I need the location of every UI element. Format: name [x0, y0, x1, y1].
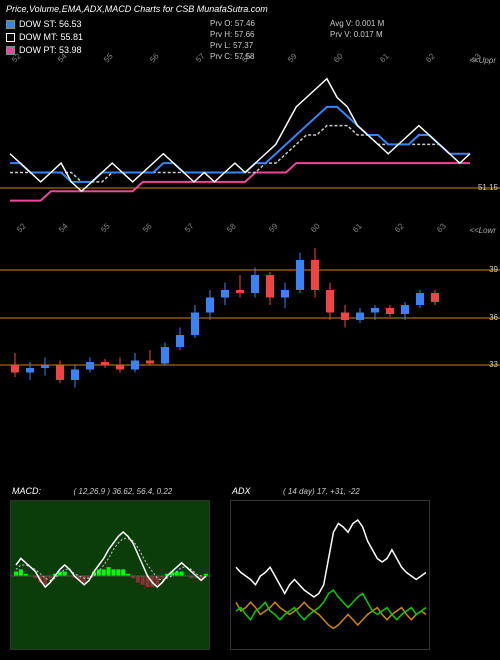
legend-label: DOW MT: 55.81	[19, 31, 83, 44]
prv-vol: Prv V: 0.017 M	[330, 29, 384, 40]
macd-label: MACD: ( 12,26,9 ) 36.62, 56.4, 0.22	[12, 486, 172, 496]
legend-item-st: DOW ST: 56.53	[6, 18, 83, 31]
chart-title: Price,Volume,EMA,ADX,MACD Charts for CSB…	[6, 4, 268, 14]
adx-label: ADX ( 14 day) 17, +31, -22	[232, 486, 360, 496]
macd-panel	[10, 500, 210, 650]
avg-vol: Avg V: 0.001 M	[330, 18, 384, 29]
legend: DOW ST: 56.53 DOW MT: 55.81 DOW PT: 53.9…	[6, 18, 83, 57]
lower-panel: <<Lowr3936335254555657585960616263	[0, 230, 500, 410]
legend-label: DOW PT: 53.98	[19, 44, 82, 57]
prv-open: Prv O: 57.46	[210, 18, 255, 29]
volume-info: Avg V: 0.001 M Prv V: 0.017 M	[330, 18, 384, 40]
upper-panel: <<Uppr51.155254555657585960616263	[0, 60, 500, 210]
legend-label: DOW ST: 56.53	[19, 18, 82, 31]
prv-high: Prv H: 57.66	[210, 29, 255, 40]
swatch-st	[6, 20, 15, 29]
adx-panel	[230, 500, 430, 650]
swatch-mt	[6, 33, 15, 42]
legend-item-mt: DOW MT: 55.81	[6, 31, 83, 44]
prv-low: Prv L: 57.37	[210, 40, 255, 51]
